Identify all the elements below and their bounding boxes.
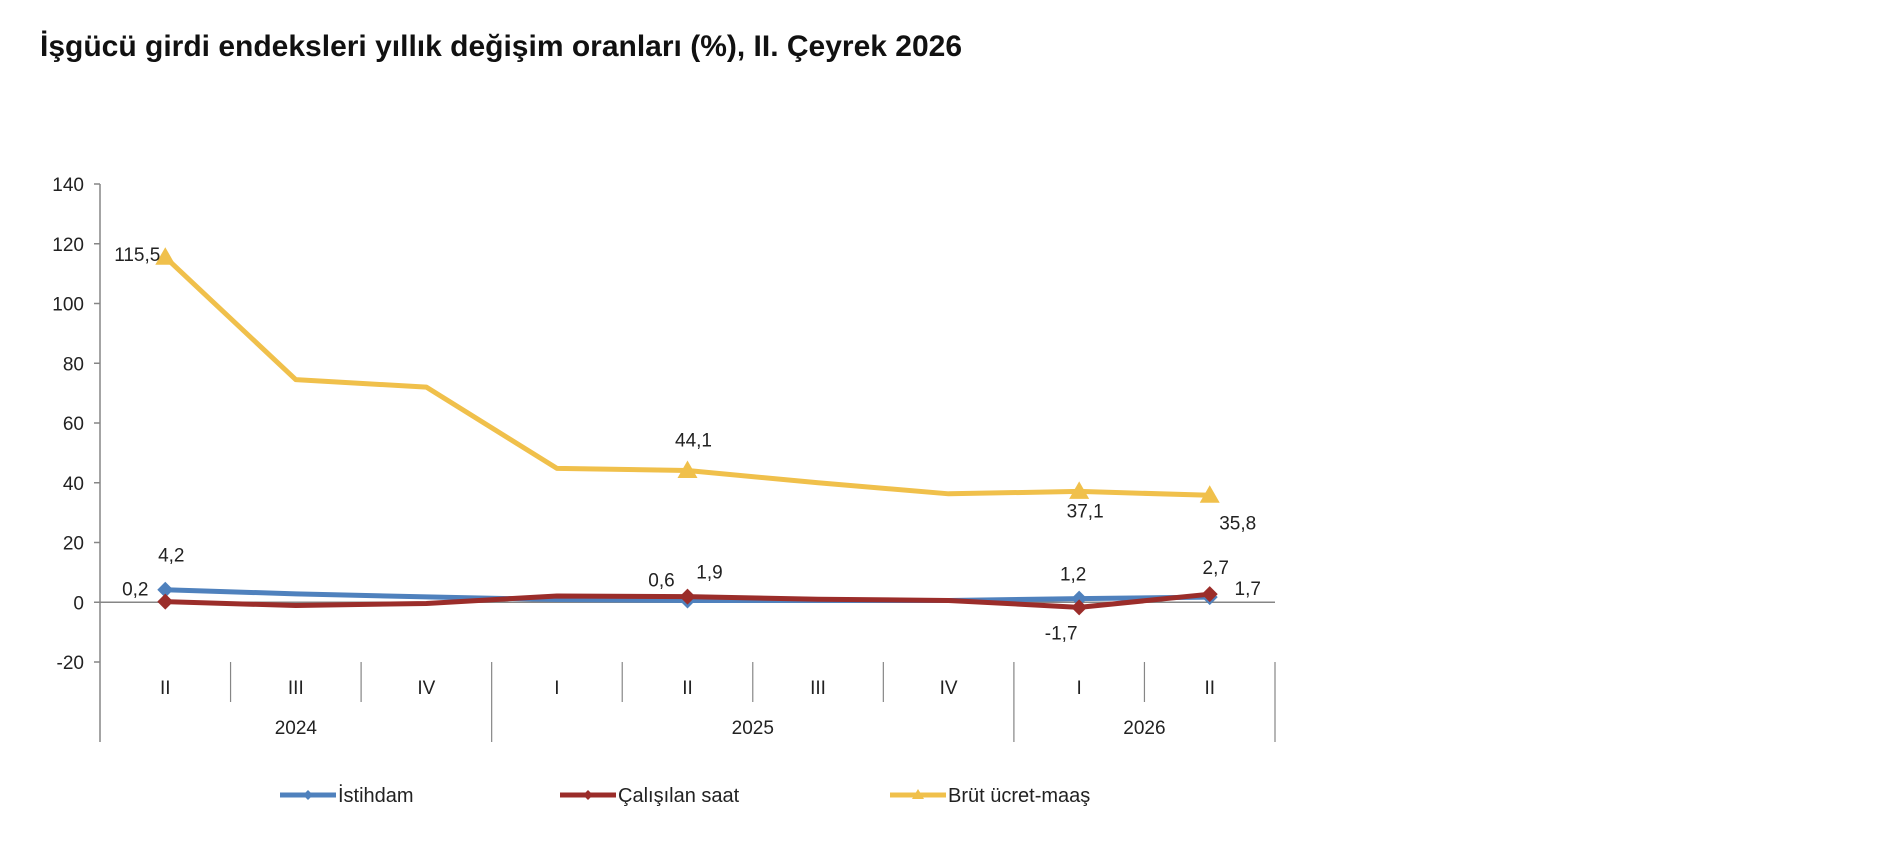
x-tick-label: I: [1077, 678, 1082, 699]
legend-item: İstihdam: [280, 784, 414, 807]
data-label: 1,2: [1060, 565, 1086, 586]
year-label: 2026: [1123, 718, 1165, 739]
x-tick-label: III: [288, 678, 304, 699]
data-point-marker: [1201, 586, 1218, 603]
y-tick-label: 140: [52, 175, 84, 196]
legend-marker: [583, 790, 593, 800]
data-label: 35,8: [1219, 513, 1256, 534]
data-label: 115,5: [114, 245, 160, 266]
x-tick-label: II: [160, 678, 171, 699]
x-tick-label: I: [554, 678, 559, 699]
data-label: 0,2: [122, 580, 148, 601]
series-lines: [155, 247, 1220, 616]
series-3: [155, 247, 1220, 503]
legend-marker: [303, 790, 313, 800]
series-line: [163, 255, 1210, 498]
legend-label: Brüt ücret-maaş: [948, 785, 1090, 807]
data-point-marker: [677, 460, 698, 479]
data-point-marker: [1199, 485, 1220, 503]
y-tick-label: 40: [63, 474, 84, 495]
y-tick-label: 0: [73, 593, 84, 614]
legend-label: Çalışılan saat: [618, 785, 740, 807]
data-label: 1,9: [696, 563, 722, 584]
data-point-marker: [155, 247, 176, 265]
y-tick-label: 60: [63, 414, 84, 435]
x-tick-label: IV: [940, 678, 958, 699]
chart-title: İşgücü girdi endeksleri yıllık değişim o…: [40, 30, 963, 63]
data-point-marker: [679, 588, 696, 605]
data-label: 1,7: [1235, 579, 1261, 600]
y-tick-label: 100: [52, 295, 84, 316]
data-point-marker: [1071, 590, 1088, 607]
data-labels: 4,2 0,6 1,2 1,7 0,2 1,9 -1,7 2,7 115,5 44,1 37,1 35…: [114, 245, 1261, 644]
y-tick-label: -20: [57, 653, 84, 674]
data-point-marker: [1069, 481, 1090, 499]
series-2: [157, 586, 1218, 616]
data-label: 2,7: [1203, 558, 1229, 579]
x-tick-label: II: [682, 678, 693, 699]
legend: İstihdam Çalışılan saat Brüt ücret-maaş: [280, 784, 1090, 807]
y-tick-label: 80: [63, 354, 84, 375]
x-tick-label: II: [1204, 678, 1215, 699]
legend-item: Brüt ücret-maaş: [890, 785, 1090, 807]
y-tick-label: 120: [52, 235, 84, 256]
legend-item: Çalışılan saat: [560, 785, 740, 807]
data-point-marker: [157, 593, 174, 610]
data-label: 0,6: [648, 570, 674, 591]
data-label: 37,1: [1067, 501, 1104, 522]
y-tick-label: 20: [63, 534, 84, 555]
data-label: -1,7: [1045, 623, 1078, 644]
data-label: 4,2: [158, 546, 184, 567]
year-label: 2025: [732, 718, 774, 739]
data-label: 44,1: [675, 431, 712, 452]
x-tick-label: III: [810, 678, 826, 699]
year-label: 2024: [275, 718, 318, 739]
data-point-marker: [157, 581, 174, 598]
legend-marker: [912, 789, 924, 799]
x-tick-label: IV: [417, 678, 435, 699]
legend-label: İstihdam: [338, 784, 414, 807]
data-point-marker: [1071, 599, 1088, 616]
